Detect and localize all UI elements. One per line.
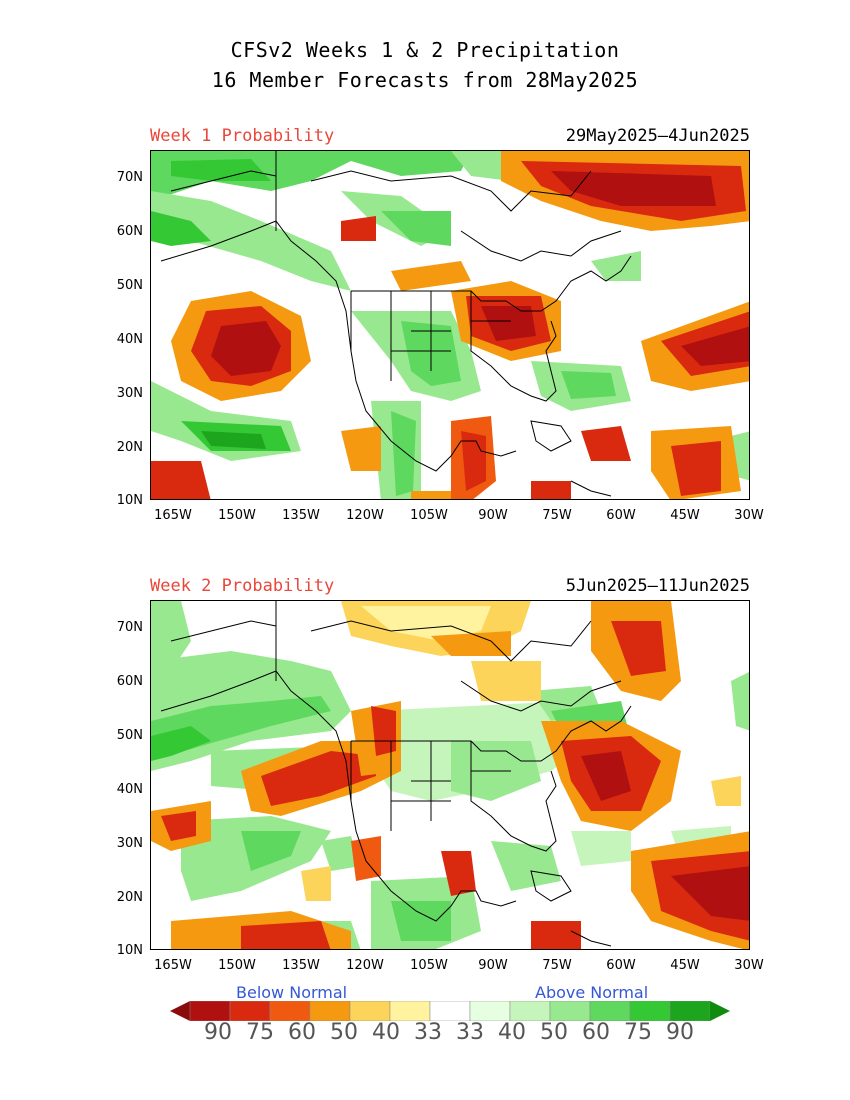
- week2-map-svg: [151, 601, 749, 949]
- lat-label: 30N: [116, 386, 143, 401]
- lon-label: 45W: [670, 508, 700, 523]
- lon-label: 60W: [606, 958, 636, 973]
- lon-label: 135W: [282, 958, 320, 973]
- colorbar-value: 50: [330, 1020, 358, 1045]
- above-normal-label: Above Normal: [535, 983, 649, 1002]
- colorbar-value: 60: [582, 1020, 610, 1045]
- colorbar-value: 33: [414, 1020, 442, 1045]
- lat-label: 60N: [116, 674, 143, 689]
- lat-label: 70N: [116, 620, 143, 635]
- lat-label: 40N: [116, 332, 143, 347]
- lon-label: 150W: [218, 958, 256, 973]
- colorbar-value: 75: [624, 1020, 652, 1045]
- colorbar-value: 50: [540, 1020, 568, 1045]
- lon-label: 150W: [218, 508, 256, 523]
- colorbar-left-arrow: [170, 1001, 190, 1021]
- lon-label: 120W: [346, 958, 384, 973]
- colorbar-cell: [189, 1001, 231, 1021]
- colorbar: [170, 1001, 730, 1021]
- lon-label: 105W: [410, 958, 448, 973]
- lon-label: 105W: [410, 508, 448, 523]
- lat-label: 10N: [116, 943, 143, 958]
- colorbar-value: 90: [204, 1020, 232, 1045]
- week2-dates: 5Jun2025—11Jun2025: [565, 576, 750, 596]
- colorbar-cell: [429, 1001, 471, 1021]
- colorbar-value: 60: [288, 1020, 316, 1045]
- lat-label: 30N: [116, 836, 143, 851]
- colorbar-cell: [669, 1001, 711, 1021]
- lon-label: 90W: [478, 958, 508, 973]
- below-normal-label: Below Normal: [236, 983, 348, 1002]
- colorbar-value: 75: [246, 1020, 274, 1045]
- lat-label: 70N: [116, 170, 143, 185]
- colorbar-value: 90: [666, 1020, 694, 1045]
- lon-label: 60W: [606, 508, 636, 523]
- colorbar-cell: [589, 1001, 631, 1021]
- colorbar-value: 33: [456, 1020, 484, 1045]
- week2-label: Week 2 Probability: [150, 576, 335, 596]
- colorbar-value: 40: [372, 1020, 400, 1045]
- colorbar-value: 40: [498, 1020, 526, 1045]
- subtitle: 16 Member Forecasts from 28May2025: [211, 68, 639, 92]
- colorbar-cell: [229, 1001, 271, 1021]
- week1-map-svg: [151, 151, 749, 499]
- lon-label: 90W: [478, 508, 508, 523]
- colorbar-cell: [309, 1001, 351, 1021]
- colorbar-cell: [389, 1001, 431, 1021]
- colorbar-cell: [469, 1001, 511, 1021]
- week1-below-normal-areas: [151, 151, 749, 499]
- colorbar-cell: [509, 1001, 551, 1021]
- lon-label: 75W: [542, 508, 572, 523]
- lon-label: 45W: [670, 958, 700, 973]
- lon-label: 75W: [542, 958, 572, 973]
- week1-coastlines: [160, 151, 632, 497]
- lat-label: 60N: [116, 224, 143, 239]
- week1-label: Week 1 Probability: [150, 126, 335, 146]
- week2-coastlines: [160, 601, 632, 947]
- week1-dates: 29May2025—4Jun2025: [565, 126, 750, 146]
- main-title: CFSv2 Weeks 1 & 2 Precipitation: [230, 38, 620, 62]
- colorbar-cell: [349, 1001, 391, 1021]
- colorbar-cell: [549, 1001, 591, 1021]
- lon-label: 120W: [346, 508, 384, 523]
- lon-label: 135W: [282, 508, 320, 523]
- lat-label: 50N: [116, 278, 143, 293]
- lat-label: 10N: [116, 493, 143, 508]
- colorbar-right-arrow: [710, 1001, 730, 1021]
- lon-label: 30W: [734, 958, 764, 973]
- colorbar-cell: [269, 1001, 311, 1021]
- lat-label: 20N: [116, 440, 143, 455]
- lat-label: 40N: [116, 782, 143, 797]
- week2-below-normal-areas: [151, 601, 749, 949]
- week2-map: [150, 600, 750, 950]
- lon-label: 165W: [154, 958, 192, 973]
- lon-label: 165W: [154, 508, 192, 523]
- week1-map: [150, 150, 750, 500]
- colorbar-cell: [629, 1001, 671, 1021]
- lat-label: 20N: [116, 890, 143, 905]
- colorbar-cells: [170, 1001, 730, 1021]
- lon-label: 30W: [734, 508, 764, 523]
- lat-label: 50N: [116, 728, 143, 743]
